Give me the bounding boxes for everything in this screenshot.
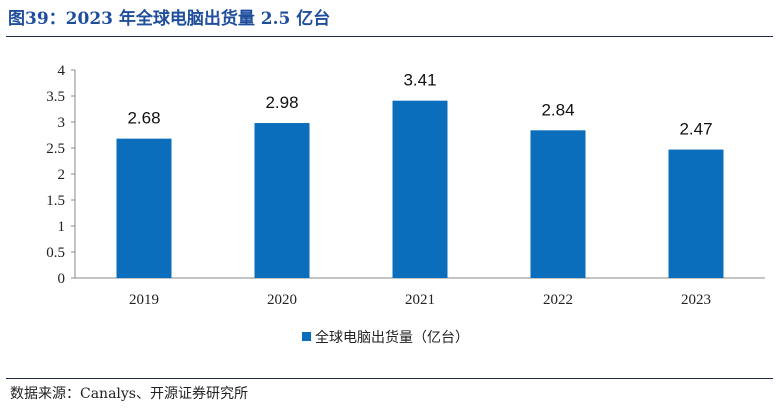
data-label-2020: 2.98 <box>265 93 298 112</box>
y-tick-label: 1.5 <box>46 193 65 209</box>
bar-2021 <box>392 100 448 279</box>
legend-swatch <box>302 332 311 341</box>
source-note: 数据来源：Canalys、开源证券研究所 <box>10 386 248 402</box>
y-tick-label: 4 <box>58 63 66 79</box>
data-label-2022: 2.84 <box>541 100 574 119</box>
chart-legend: 全球电脑出货量（亿台） <box>302 329 469 346</box>
source-divider <box>6 378 773 379</box>
y-tick-label: 2 <box>58 167 66 183</box>
bar-2020 <box>254 123 310 278</box>
y-tick-label: 3.5 <box>46 89 65 105</box>
y-tick-label: 2.5 <box>46 141 65 157</box>
bar-series: 2.68 2.98 3.41 2.84 2.47 <box>116 71 724 279</box>
bar-2019 <box>116 138 172 278</box>
bar-2022 <box>530 130 586 278</box>
x-tick-label: 2021 <box>405 292 435 308</box>
figure-title: 图39：2023 年全球电脑出货量 2.5 亿台 <box>8 9 331 29</box>
legend-label: 全球电脑出货量（亿台） <box>315 329 469 346</box>
y-tick-label: 1 <box>58 219 66 235</box>
y-tick-label: 0 <box>58 271 66 287</box>
title-divider <box>6 36 773 37</box>
y-tick-label: 0.5 <box>46 245 65 261</box>
x-tick-label: 2020 <box>267 292 297 308</box>
x-axis: 2019 2020 2021 2022 2023 <box>75 277 765 308</box>
data-label-2019: 2.68 <box>127 109 160 128</box>
y-axis: 0 0.5 1 1.5 2 2.5 3 3.5 4 <box>46 63 76 287</box>
bar-chart: 0 0.5 1 1.5 2 2.5 3 3.5 4 2019 2020 2021 2022 2023 2… <box>46 63 765 346</box>
x-tick-label: 2019 <box>129 292 159 308</box>
x-tick-label: 2023 <box>681 292 711 308</box>
y-tick-label: 3 <box>58 115 66 131</box>
x-tick-label: 2022 <box>543 292 573 308</box>
bar-2023 <box>668 149 724 278</box>
data-label-2023: 2.47 <box>679 120 712 139</box>
data-label-2021: 3.41 <box>403 71 436 90</box>
